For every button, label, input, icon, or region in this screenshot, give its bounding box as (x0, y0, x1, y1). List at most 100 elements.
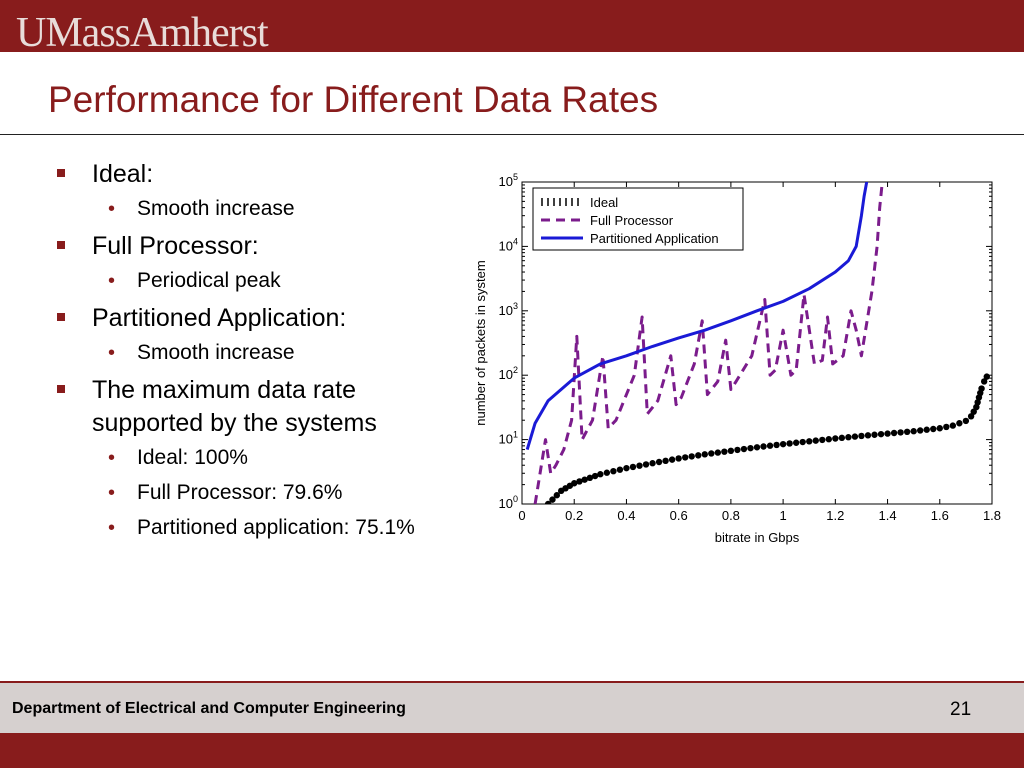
series-ideal-point (662, 457, 669, 465)
bullet-text: Ideal: (92, 160, 154, 188)
y-tick-label: 104 (499, 236, 518, 253)
dot-bullet-icon: • (108, 342, 116, 364)
series-ideal-point (916, 427, 924, 434)
series-ideal-point (616, 466, 624, 473)
sub-bullet: • Full Processor: 79.6% (55, 479, 485, 507)
x-tick-label: 1.4 (879, 508, 897, 523)
dot-bullet-icon: • (108, 482, 116, 504)
bullet-text: The maximum data rate supported by the s… (92, 376, 377, 437)
bullet-text: Partitioned Application: (92, 304, 347, 332)
dot-bullet-icon: • (108, 270, 116, 292)
series-ideal-point (910, 428, 917, 435)
x-tick-label: 1.6 (931, 508, 949, 523)
packets-vs-bitrate-chart: 0 0.2 0.4 0.6 0.8 1 1.2 1.4 1.6 1.8 100 101 102 103 10… (473, 172, 1001, 545)
sub-bullet-text: Smooth increase (137, 197, 295, 220)
slide-title: Performance for Different Data Rates (48, 79, 659, 120)
square-bullet-icon (57, 313, 65, 321)
series-ideal-point (819, 436, 826, 444)
series-ideal-point (571, 480, 578, 487)
series-ideal-point (642, 461, 650, 468)
series-ideal-point (740, 445, 748, 453)
sub-bullet-text: Periodical peak (137, 269, 281, 292)
legend-box (532, 187, 744, 251)
series-ideal-point (890, 429, 898, 437)
series-ideal-point (877, 430, 885, 438)
page-number: 21 (950, 699, 972, 720)
y-tick-label: 105 (499, 172, 518, 189)
series-ideal-point (949, 422, 957, 429)
x-tick-label: 1.8 (983, 508, 1001, 523)
y-axis-label: number of packets in system (473, 260, 488, 425)
series-ideal-point (956, 420, 963, 427)
series-ideal-point (576, 478, 583, 485)
footer-bar: Department of Electrical and Computer En… (0, 683, 1024, 733)
sub-bullet: • Smooth increase (55, 339, 485, 367)
series-ideal-point (747, 444, 754, 452)
series-ideal-point (825, 436, 833, 443)
series-ideal-point (629, 463, 637, 471)
x-axis-label: bitrate in Gbps (715, 530, 800, 545)
series-ideal-point (766, 442, 774, 449)
series-ideal-point (773, 441, 780, 449)
square-bullet-icon (57, 241, 65, 249)
series-ideal-point (727, 447, 735, 455)
x-tick-label: 0.6 (670, 508, 688, 523)
bullet-partitioned-application: Partitioned Application: (55, 302, 485, 335)
series-ideal-point (655, 458, 663, 466)
series-ideal-point (586, 474, 594, 482)
series-ideal-point (897, 429, 904, 436)
series-ideal-point (903, 428, 911, 436)
series-ideal-point (864, 432, 872, 439)
series-ideal-point (544, 500, 552, 504)
bottom-bar (0, 733, 1024, 768)
series-ideal-point (980, 378, 988, 385)
series-ideal-point (983, 373, 990, 380)
square-bullet-icon (57, 385, 65, 393)
series-ideal-point (871, 431, 878, 438)
dot-bullet-icon: • (108, 198, 116, 220)
series-ideal-point (851, 433, 859, 440)
series-ideal-point (943, 423, 950, 431)
umass-amherst-logo: UMassAmherst (16, 10, 269, 56)
series-ideal-point (832, 435, 839, 442)
x-tick-label: 0.2 (565, 508, 583, 523)
sub-bullet-text: Partitioned application: 75.1% (137, 516, 415, 539)
legend-label-ideal: Ideal (590, 195, 618, 210)
series-ideal-point (786, 440, 793, 447)
x-tick-label: 1.2 (826, 508, 844, 523)
series-ideal-point (753, 444, 761, 451)
bullet-max-data-rate: The maximum data rate supported by the s… (55, 374, 432, 440)
series-ideal-point (695, 452, 702, 459)
series-ideal-point (549, 496, 556, 503)
series-ideal-point (799, 438, 806, 446)
square-bullet-icon (57, 169, 65, 177)
series-ideal-point (708, 450, 715, 457)
sub-bullet: • Periodical peak (55, 267, 485, 295)
series-ideal-point (623, 464, 630, 472)
sub-bullet: • Ideal: 100% (55, 444, 485, 472)
header-bar: UMassAmherst (0, 0, 1024, 56)
series-ideal-point (649, 460, 656, 467)
series-ideal-point (610, 467, 617, 475)
series-ideal-point (597, 471, 604, 478)
series-ideal-point (962, 417, 970, 425)
series-ideal-point (668, 456, 676, 463)
title-divider (0, 134, 1024, 135)
series-partitioned-application-line (525, 182, 869, 451)
series-ideal-point (591, 472, 599, 480)
series-ideal-point (636, 462, 643, 469)
series-ideal-point (760, 443, 767, 450)
legend-label-full-processor: Full Processor (590, 213, 674, 228)
series-ideal-point (930, 425, 937, 433)
series-ideal-point (812, 437, 819, 444)
x-tick-label: 0.8 (722, 508, 740, 523)
x-tick-label: 0.4 (617, 508, 635, 523)
series-ideal-point (884, 430, 891, 437)
series-ideal-point (923, 426, 930, 433)
y-tick-label: 102 (499, 365, 518, 382)
series-ideal-point (581, 476, 588, 483)
series-ideal-point (603, 469, 611, 476)
series-ideal-point (845, 434, 852, 441)
bullet-list: Ideal: • Smooth increase Full Processor: … (55, 158, 485, 549)
x-tick-label: 1 (779, 508, 786, 523)
